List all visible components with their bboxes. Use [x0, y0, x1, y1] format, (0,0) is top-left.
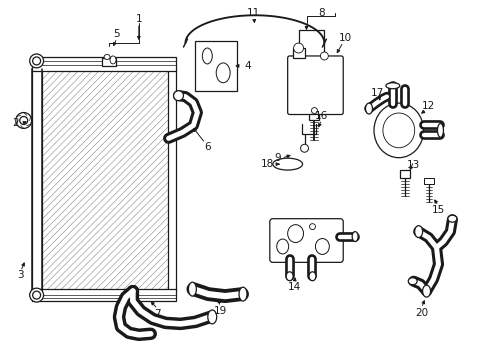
- Text: 8: 8: [317, 8, 324, 18]
- Ellipse shape: [207, 310, 216, 324]
- Text: 19: 19: [213, 306, 226, 316]
- Circle shape: [320, 52, 327, 60]
- Bar: [423, 178, 433, 184]
- Ellipse shape: [385, 83, 399, 89]
- Text: 4: 4: [244, 61, 251, 71]
- Ellipse shape: [285, 272, 292, 281]
- Circle shape: [173, 91, 183, 100]
- Text: 16: 16: [314, 111, 327, 121]
- Bar: [292, 48, 304, 58]
- Text: 14: 14: [287, 282, 301, 292]
- Bar: [32, 69, 41, 291]
- Ellipse shape: [447, 215, 456, 222]
- Ellipse shape: [407, 278, 416, 285]
- Text: 5: 5: [113, 29, 120, 39]
- Text: 18: 18: [261, 159, 274, 169]
- Ellipse shape: [188, 282, 196, 296]
- Bar: [195, 41, 237, 91]
- Circle shape: [300, 144, 308, 152]
- Circle shape: [20, 117, 28, 125]
- Bar: [167, 69, 175, 291]
- Ellipse shape: [365, 103, 372, 114]
- Bar: [32, 57, 175, 71]
- Ellipse shape: [104, 54, 110, 59]
- Text: 17: 17: [369, 88, 383, 98]
- FancyBboxPatch shape: [269, 219, 343, 262]
- Ellipse shape: [437, 123, 443, 137]
- Text: 7: 7: [154, 309, 161, 319]
- Text: 12: 12: [421, 100, 434, 111]
- Circle shape: [33, 291, 41, 299]
- Ellipse shape: [351, 231, 357, 242]
- Ellipse shape: [276, 239, 288, 254]
- Bar: [32, 69, 175, 291]
- Circle shape: [309, 224, 315, 230]
- Text: 20: 20: [414, 308, 427, 318]
- Ellipse shape: [414, 226, 422, 238]
- Ellipse shape: [287, 225, 303, 243]
- Bar: [102, 58, 116, 66]
- Ellipse shape: [315, 239, 328, 255]
- Circle shape: [311, 108, 317, 113]
- FancyBboxPatch shape: [287, 56, 343, 114]
- Text: 9: 9: [274, 153, 281, 163]
- Ellipse shape: [272, 158, 302, 170]
- Circle shape: [30, 288, 43, 302]
- Ellipse shape: [308, 272, 315, 281]
- Text: 11: 11: [247, 8, 260, 18]
- Text: 15: 15: [431, 205, 444, 215]
- Ellipse shape: [239, 287, 246, 301]
- Ellipse shape: [422, 285, 429, 297]
- Circle shape: [30, 54, 43, 68]
- Text: 3: 3: [18, 270, 24, 280]
- Text: 13: 13: [406, 160, 420, 170]
- Text: 2: 2: [12, 118, 19, 129]
- Circle shape: [293, 43, 303, 53]
- Ellipse shape: [216, 63, 230, 83]
- Bar: [32, 289, 175, 301]
- Ellipse shape: [110, 56, 116, 64]
- Ellipse shape: [202, 48, 212, 64]
- Ellipse shape: [373, 103, 423, 158]
- Text: 1: 1: [135, 14, 142, 24]
- Ellipse shape: [382, 113, 414, 148]
- Text: 6: 6: [203, 142, 210, 152]
- Circle shape: [16, 113, 32, 129]
- Circle shape: [33, 57, 41, 65]
- Text: 10: 10: [338, 33, 351, 43]
- Bar: [399, 170, 409, 178]
- Bar: [309, 113, 319, 121]
